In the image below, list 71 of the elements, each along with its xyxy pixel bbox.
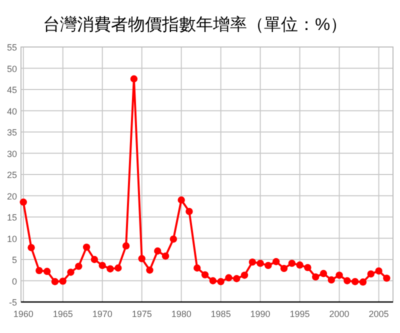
point xyxy=(312,273,320,281)
y-tick-label: 55 xyxy=(6,42,17,52)
x-tick-label: 1985 xyxy=(210,309,231,319)
point xyxy=(154,247,162,255)
point xyxy=(344,277,351,284)
point xyxy=(98,262,106,270)
point xyxy=(75,262,82,270)
x-tick-label: 2000 xyxy=(329,309,350,319)
point xyxy=(130,75,138,82)
point xyxy=(225,274,232,282)
point xyxy=(36,266,43,274)
y-tick-label: 5 xyxy=(12,255,17,265)
y-tick-label: 0 xyxy=(12,276,17,286)
point xyxy=(90,256,98,264)
point xyxy=(375,267,382,275)
point xyxy=(178,196,185,204)
point xyxy=(114,264,122,272)
x-tick-label: 1980 xyxy=(171,309,192,319)
y-tick-label: 45 xyxy=(6,85,17,95)
y-tick-label: 30 xyxy=(6,148,17,159)
point xyxy=(264,262,272,270)
point xyxy=(106,265,114,272)
point xyxy=(320,270,328,278)
point xyxy=(51,278,59,286)
x-tick-label: 1970 xyxy=(92,309,112,319)
point xyxy=(43,268,51,275)
y-tick-label: 25 xyxy=(6,170,17,180)
point xyxy=(248,258,256,266)
point xyxy=(82,244,90,251)
x-tick-label: 2005 xyxy=(368,309,389,319)
point xyxy=(146,266,154,274)
point xyxy=(367,270,374,278)
y-tick-label: 15 xyxy=(6,212,17,222)
x-tick-label: 1990 xyxy=(250,309,270,319)
point xyxy=(209,277,217,284)
point xyxy=(336,272,343,279)
point xyxy=(272,258,280,266)
point xyxy=(20,198,27,206)
y-tick-label: 35 xyxy=(6,128,17,138)
point xyxy=(359,278,367,286)
point xyxy=(162,252,170,260)
point xyxy=(240,272,248,279)
x-tick-label: 1965 xyxy=(52,309,73,319)
y-tick-label: 10 xyxy=(6,234,17,244)
point xyxy=(288,260,296,267)
x-tick-label: 1975 xyxy=(132,309,152,319)
point xyxy=(280,264,288,272)
point xyxy=(194,264,201,272)
point xyxy=(296,261,304,269)
point xyxy=(122,242,130,250)
point xyxy=(328,276,335,284)
y-tick-label: 20 xyxy=(6,191,17,202)
point xyxy=(383,274,390,282)
point xyxy=(138,255,146,262)
point xyxy=(304,264,312,272)
x-tick-label: 1995 xyxy=(290,309,310,319)
chart-title: 台灣消費者物價指數年增率（單位：%） xyxy=(42,15,348,34)
point xyxy=(256,260,264,267)
point xyxy=(201,271,209,278)
point xyxy=(217,278,224,286)
point xyxy=(351,278,359,286)
point xyxy=(67,268,74,276)
y-tick-label: 40 xyxy=(6,106,17,116)
point xyxy=(233,275,240,282)
point xyxy=(59,278,66,285)
point xyxy=(170,236,178,243)
y-tick-label: -5 xyxy=(8,298,17,308)
point xyxy=(28,244,35,252)
point xyxy=(186,208,193,216)
y-tick-label: 50 xyxy=(6,64,17,74)
x-tick-label: 1960 xyxy=(13,309,34,319)
